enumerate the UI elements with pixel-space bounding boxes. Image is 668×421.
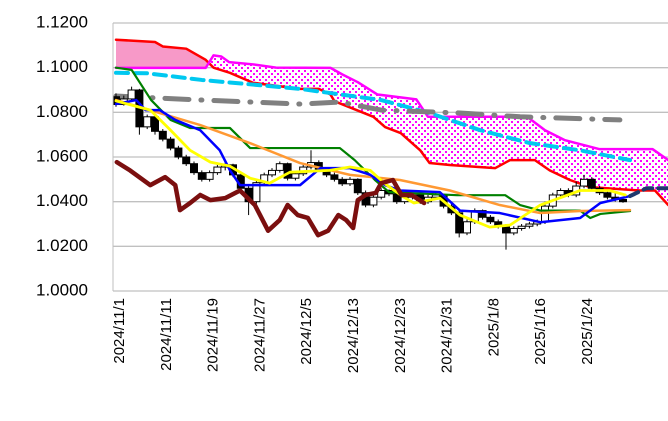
candle-body (127, 89, 136, 100)
x-tick-label: 2024/11/27 (251, 298, 268, 372)
candlestick (275, 161, 284, 173)
candle-body (502, 225, 510, 234)
series-navy-projection (628, 186, 668, 199)
candlestick (369, 194, 378, 208)
candle-body (463, 221, 471, 234)
candle-body (330, 174, 339, 180)
candlestick (556, 188, 565, 198)
candle-body (369, 196, 378, 206)
candle-body (509, 227, 518, 234)
cloud-solid-fill (116, 39, 668, 205)
candlestick (338, 177, 347, 187)
x-tick-label: 2025/1/16 (532, 298, 549, 365)
candle-body (275, 163, 284, 171)
candle-body (486, 216, 495, 223)
series-span-b (114, 54, 668, 162)
candle-body (580, 178, 588, 187)
candle-body (151, 116, 159, 132)
candlestick (517, 224, 526, 231)
series-cyan-dashed (114, 70, 633, 163)
x-tick-label: 2024/12/13 (345, 298, 362, 373)
series-yellow-line (114, 99, 627, 229)
candle-body (603, 192, 612, 198)
candle-body (268, 169, 276, 176)
candle-body (353, 178, 362, 194)
y-axis: 1.0000 1.0200 1.0400 1.0600 1.0800 1.1000 1.12… (36, 12, 88, 299)
candle-body (143, 116, 152, 128)
x-axis: 2024/11/1 2024/11/11 2024/11/19 2024/11/27 2… (111, 298, 596, 373)
candlestick (353, 178, 362, 195)
candle-body (346, 178, 354, 185)
candlestick (127, 86, 136, 102)
candlestick (346, 177, 354, 187)
candlestick (190, 161, 198, 175)
x-tick-label: 2024/12/31 (439, 298, 456, 373)
x-tick-label: 2024/12/23 (392, 298, 409, 373)
candlestick (525, 221, 534, 229)
candle-body (205, 172, 214, 180)
candle-body (338, 178, 347, 185)
y-tick-label: 1.0400 (36, 191, 88, 210)
candle-body (166, 138, 175, 149)
series-chikou (114, 159, 427, 238)
candle-body (478, 210, 487, 218)
plot-area (113, 38, 668, 250)
candle-body (556, 190, 565, 196)
candlestick (587, 177, 596, 191)
candlestick (486, 215, 495, 224)
candle-body (587, 178, 596, 189)
candlestick (151, 114, 159, 135)
candlestick (463, 219, 471, 236)
y-tick-label: 1.0200 (36, 236, 88, 255)
candlestick (135, 88, 144, 135)
x-tick-label: 2025/1/24 (579, 298, 596, 365)
x-tick-label: 2024/11/19 (205, 298, 222, 372)
candlestick (174, 145, 183, 160)
candle-body (182, 156, 191, 165)
candlestick (197, 170, 206, 182)
candle-body (252, 182, 261, 203)
candlestick (330, 172, 339, 182)
candle-body (619, 198, 627, 203)
x-tick-label: 2024/11/11 (158, 298, 175, 371)
candle-body (158, 130, 167, 140)
series-gray-dashdot (113, 93, 623, 123)
lines-front (114, 66, 668, 238)
candlestick (268, 168, 276, 178)
x-tick-label: 2024/11/1 (111, 298, 128, 364)
candle-body (190, 163, 198, 174)
candlestick (509, 226, 518, 236)
candle-body (517, 225, 526, 229)
lines-back (113, 38, 668, 207)
candlestick (603, 190, 612, 200)
ichimoku-cloud (116, 39, 668, 205)
candlestick (182, 154, 191, 166)
y-tick-label: 1.0600 (36, 146, 88, 165)
y-tick-label: 1.0000 (36, 280, 88, 299)
candlestick (143, 114, 152, 130)
candlestick (580, 174, 588, 189)
x-tick-label: 2025/1/8 (485, 298, 502, 356)
candlestick (205, 170, 214, 182)
candlestick (166, 136, 175, 151)
x-tick-label: 2024/12/5 (298, 298, 315, 365)
candle-body (525, 223, 534, 227)
series-orange-line (114, 98, 632, 215)
candle-body (174, 147, 183, 158)
candle-body (197, 172, 206, 180)
y-tick-label: 1.0800 (36, 102, 88, 121)
y-tick-label: 1.1000 (36, 57, 88, 76)
candle-body (291, 173, 300, 179)
candlestick (213, 164, 222, 175)
candlestick (158, 129, 167, 142)
y-tick-label: 1.1200 (36, 12, 88, 31)
candle-body (213, 166, 222, 174)
